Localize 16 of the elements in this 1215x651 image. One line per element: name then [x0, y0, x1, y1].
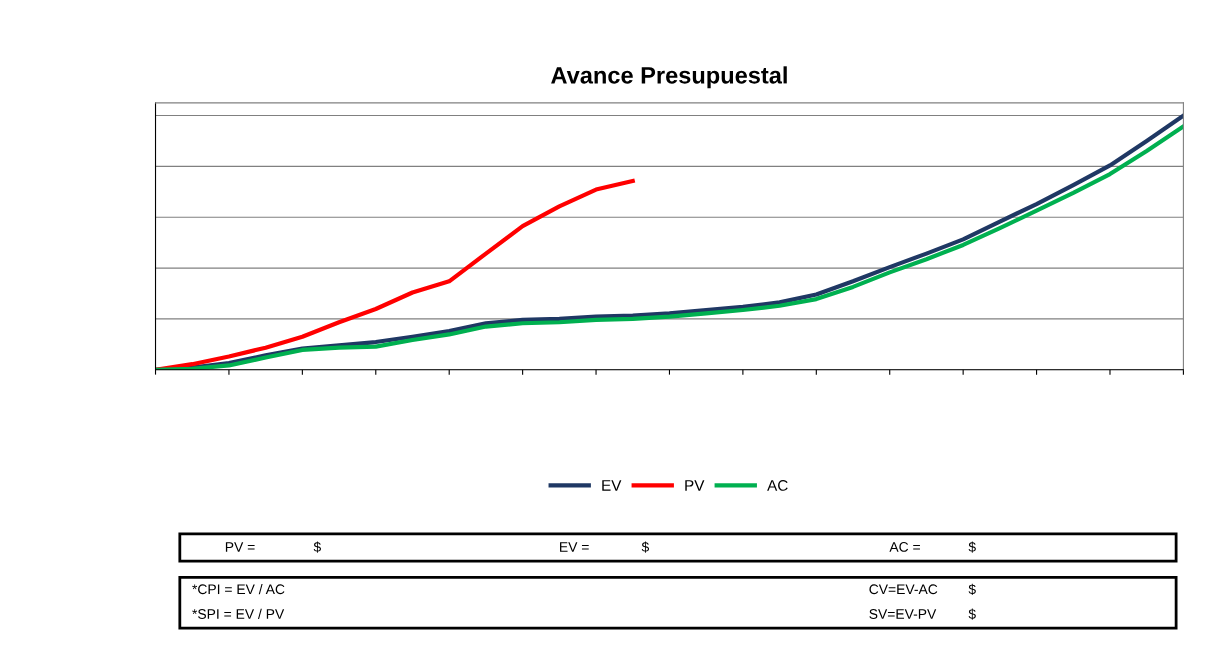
text: *CPI = EV / AC	[192, 583, 285, 595]
legend-label: EV	[602, 480, 622, 491]
text: $	[641, 541, 650, 553]
legend-label: PV	[685, 480, 705, 491]
text: $	[968, 583, 976, 596]
text: EV =	[560, 542, 589, 552]
text: SV=EV-PV	[869, 609, 937, 619]
legend-label: AC	[767, 480, 788, 491]
text: CV=EV-AC	[869, 584, 938, 595]
text: $	[968, 541, 976, 553]
text: $	[313, 541, 321, 553]
text: PV =	[225, 542, 255, 552]
chart-title: Avance Presupuestal	[551, 66, 787, 89]
text: *SPI = EV / PV	[192, 608, 285, 619]
text: AC =	[889, 542, 920, 552]
text: $	[968, 608, 976, 620]
